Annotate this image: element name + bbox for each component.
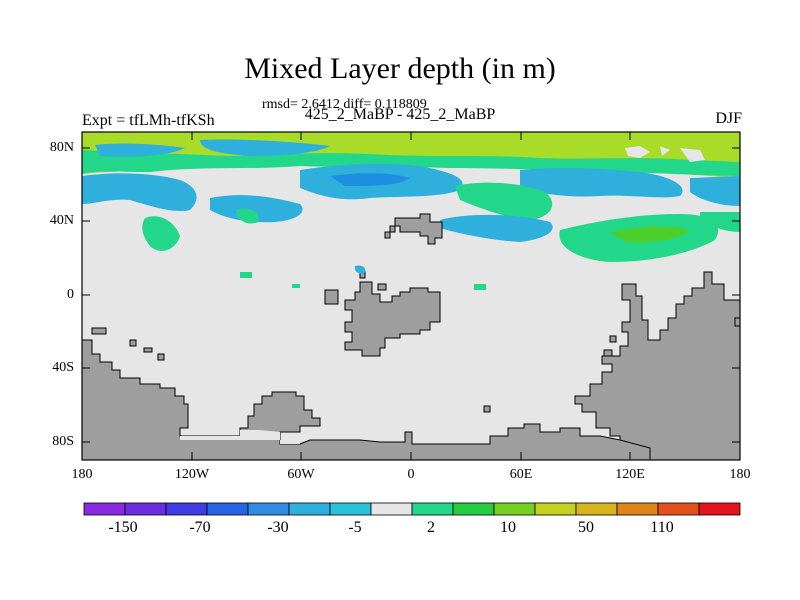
y-tick-label: 40N bbox=[49, 213, 74, 228]
colorbar-label: 2 bbox=[427, 519, 435, 536]
colorbar-swatch bbox=[657, 502, 700, 516]
colorbar-label: 110 bbox=[650, 519, 674, 536]
atlantic-blue-small bbox=[440, 214, 553, 242]
stats-label: rmsd= 2.6412 diff= 0.118809 bbox=[262, 97, 427, 112]
southern-blue-spot bbox=[354, 265, 366, 274]
arctic-land-right bbox=[625, 146, 705, 162]
colorbar-swatch bbox=[616, 502, 659, 516]
colorbar-swatch bbox=[329, 502, 372, 516]
north-atlantic-blue-dark bbox=[330, 173, 410, 186]
x-tick-label: 180 bbox=[729, 467, 751, 482]
south-america-land bbox=[81, 339, 651, 461]
x-tick-label: 180 bbox=[71, 467, 93, 482]
colorbar-swatch bbox=[206, 502, 249, 516]
north-pacific-blue2 bbox=[210, 195, 303, 223]
arctic-blue-patch bbox=[200, 139, 330, 156]
north-pacific-east-blue bbox=[690, 176, 740, 206]
y-tick-label: 0 bbox=[67, 287, 74, 302]
colorbar-swatch bbox=[124, 502, 167, 516]
colorbar-label: 10 bbox=[500, 519, 516, 536]
colorbar-swatch bbox=[698, 502, 741, 516]
colorbar-label: 50 bbox=[578, 519, 594, 536]
axis-ticks bbox=[82, 132, 740, 460]
asia-green-yellow bbox=[610, 226, 690, 243]
pacific-east-green bbox=[700, 212, 740, 232]
page-title: Mixed Layer depth (in m) bbox=[244, 52, 556, 85]
x-tick-label: 60E bbox=[509, 467, 533, 482]
pacific-green-west bbox=[142, 216, 180, 251]
colorbar-swatch bbox=[247, 502, 290, 516]
atlantic-green bbox=[455, 182, 553, 220]
africa-land bbox=[344, 281, 441, 357]
colorbar-swatch bbox=[534, 502, 577, 516]
colorbar-label: -70 bbox=[189, 519, 211, 536]
colorbar-label: -5 bbox=[348, 519, 362, 536]
colorbar-swatch bbox=[83, 502, 126, 516]
small-islands bbox=[91, 317, 741, 413]
case-label: 425_2_MaBP - 425_2_MaBP bbox=[304, 106, 496, 123]
australia-land bbox=[574, 271, 741, 461]
colorbar-swatch bbox=[411, 502, 454, 516]
experiment-label: Expt = tfLMh-tfKSh bbox=[82, 112, 215, 129]
y-tick-label: 40S bbox=[52, 360, 74, 375]
colorbar-swatch bbox=[370, 502, 413, 516]
eurasia-blue bbox=[520, 167, 683, 198]
colorbar-label: -30 bbox=[267, 519, 289, 536]
colorbar-swatch bbox=[452, 502, 495, 516]
colorbar-swatch bbox=[575, 502, 618, 516]
colorbar-swatch bbox=[493, 502, 536, 516]
x-tick-label: 120E bbox=[615, 467, 645, 482]
north-pacific-blue bbox=[82, 173, 197, 212]
y-tick-label: 80S bbox=[52, 434, 74, 449]
x-tick-label: 120W bbox=[174, 467, 210, 482]
y-tick-label: 80N bbox=[49, 140, 74, 155]
colorbar-label: -150 bbox=[108, 519, 138, 536]
north-green-small bbox=[236, 208, 259, 224]
europe-land bbox=[384, 213, 443, 245]
colorbar-swatch bbox=[165, 502, 208, 516]
x-tick-label: 0 bbox=[407, 467, 415, 482]
arctic-blue-patch2 bbox=[95, 143, 185, 157]
colorbar-swatch bbox=[288, 502, 331, 516]
antarctic-white bbox=[180, 430, 300, 444]
season-label: DJF bbox=[715, 110, 742, 127]
x-tick-label: 60W bbox=[287, 467, 315, 482]
